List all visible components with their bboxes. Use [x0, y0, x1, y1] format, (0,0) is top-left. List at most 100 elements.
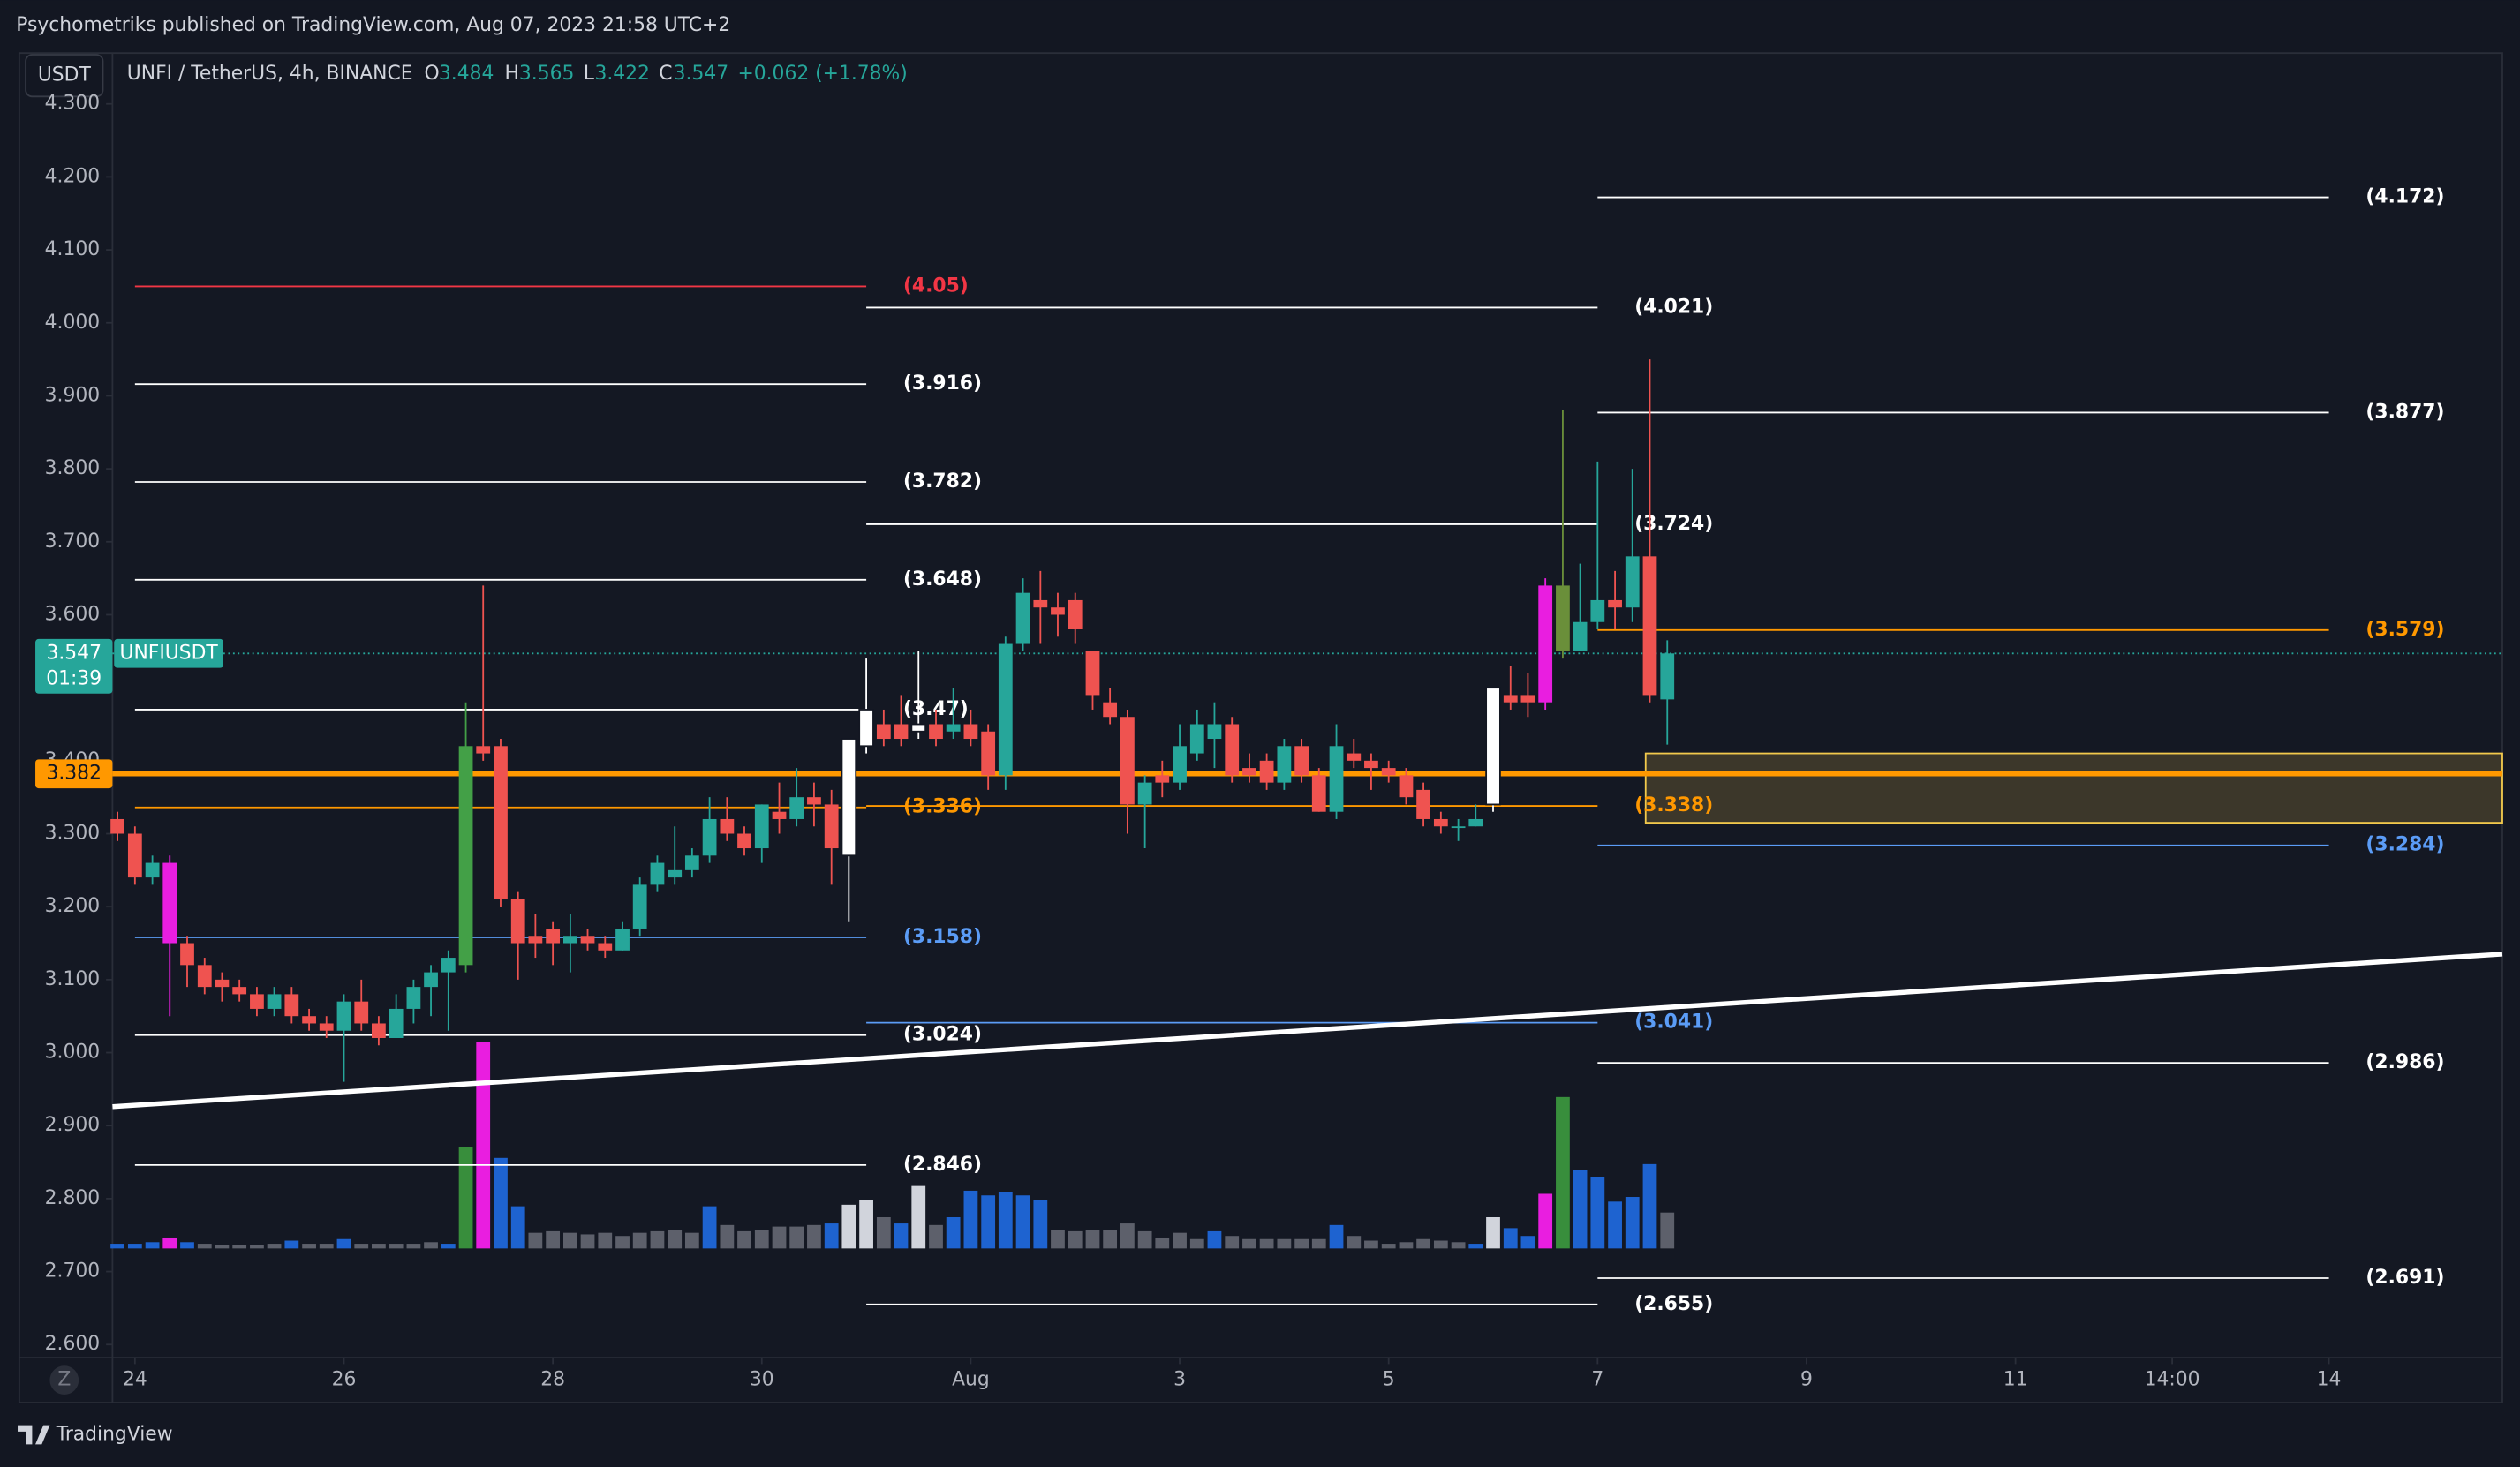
candle-body — [215, 979, 230, 988]
volume-bar — [424, 1242, 438, 1249]
candle-body — [424, 972, 438, 988]
candle-body — [1155, 775, 1170, 783]
volume-bar — [162, 1237, 177, 1249]
volume-bar — [807, 1224, 821, 1249]
volume-bar — [632, 1232, 647, 1249]
candle-body — [232, 987, 247, 995]
x-tick-label: 3 — [1173, 1369, 1186, 1391]
volume-bar — [1015, 1195, 1030, 1249]
y-tick-label: 4.300 — [45, 93, 100, 115]
x-tick-label: 7 — [1591, 1369, 1603, 1391]
symbol: UNFI / TetherUS, 4h, BINANCE — [127, 63, 413, 85]
candle-body — [1120, 717, 1135, 805]
candle-body — [1033, 599, 1048, 608]
volume-bar — [267, 1244, 282, 1249]
volume-bar — [1259, 1238, 1274, 1249]
candle-body — [284, 994, 299, 1017]
timezone-label[interactable]: Z — [57, 1369, 71, 1391]
symbol-badge — [114, 638, 224, 668]
volume-bar — [876, 1216, 891, 1249]
timezone-button[interactable] — [49, 1365, 79, 1395]
candle-body — [1137, 782, 1152, 805]
candle-body — [1590, 599, 1605, 622]
level-label: (2.691) — [2365, 1267, 2444, 1289]
volume-bar — [1660, 1212, 1675, 1249]
volume-bar — [1573, 1170, 1588, 1249]
volume-bar — [1085, 1230, 1100, 1249]
candle-body — [1277, 746, 1292, 783]
volume-bar — [110, 1244, 124, 1249]
volume-bar — [476, 1042, 491, 1249]
candle-body — [981, 731, 996, 776]
candle-body — [998, 643, 1013, 776]
candle-body — [162, 862, 177, 944]
volume-bar — [1329, 1224, 1344, 1249]
volume-bar — [563, 1232, 577, 1249]
candle-body — [650, 862, 665, 885]
candle-body — [1085, 651, 1100, 696]
volume-bar — [1556, 1096, 1570, 1249]
candle-body — [772, 811, 787, 819]
level-label: (3.579) — [2365, 619, 2444, 641]
volume-bar — [1399, 1242, 1414, 1249]
candle-body — [389, 1008, 404, 1039]
level-label: (3.336) — [903, 796, 982, 818]
candle-body — [1189, 724, 1204, 754]
x-tick-label: 30 — [750, 1369, 774, 1391]
y-tick-label: 3.700 — [45, 530, 100, 553]
level-label: (4.021) — [1634, 296, 1713, 318]
ohlc-label: C — [659, 63, 672, 85]
symbol-label: UNFIUSDT — [119, 642, 218, 664]
candle-body — [1381, 768, 1396, 776]
y-tick-label: 3.200 — [45, 895, 100, 917]
candle-body — [754, 804, 769, 849]
volume-bar — [859, 1200, 873, 1249]
candle-body — [1173, 746, 1187, 783]
volume-bar — [894, 1223, 909, 1249]
volume-bar — [1189, 1238, 1204, 1249]
candle-body — [632, 884, 647, 929]
volume-bar — [1033, 1200, 1048, 1249]
candle-body — [180, 943, 194, 966]
hline-badge — [35, 759, 113, 789]
volume-bar — [494, 1157, 508, 1249]
x-tick-label: 24 — [123, 1369, 147, 1391]
volume-bar — [963, 1190, 978, 1249]
candle-body — [580, 936, 595, 944]
candle-body — [319, 1023, 334, 1031]
y-tick-label: 3.300 — [45, 823, 100, 845]
volume-bar — [1051, 1230, 1065, 1249]
candle-body — [841, 738, 857, 857]
y-tick-label: 4.000 — [45, 312, 100, 334]
level-label: (2.846) — [903, 1154, 982, 1176]
volume-bar — [1416, 1238, 1430, 1249]
candle-body — [1625, 556, 1640, 608]
ohlc-label: L — [584, 63, 595, 85]
candle-body — [441, 958, 456, 973]
volume-bar — [1364, 1240, 1378, 1249]
currency-label[interactable]: USDT — [38, 64, 92, 87]
candle-body — [1608, 599, 1622, 608]
volume-bar — [546, 1230, 561, 1249]
candle-body — [494, 746, 508, 899]
y-tick-label: 2.900 — [45, 1114, 100, 1136]
last-price-badge — [35, 638, 113, 694]
currency-button[interactable] — [25, 54, 104, 98]
candle-body — [1468, 818, 1483, 827]
volume-bar — [284, 1240, 299, 1249]
candle-body — [1642, 556, 1657, 696]
volume-bar — [458, 1147, 473, 1249]
volume-bar — [1625, 1197, 1640, 1249]
candle-body — [807, 797, 821, 805]
candle-body — [894, 724, 909, 740]
level-label: (3.724) — [1634, 513, 1713, 535]
candle-body — [1242, 768, 1256, 776]
ohlc-value: 3.422 — [594, 63, 650, 85]
level-label: (3.158) — [903, 926, 982, 948]
volume-bar — [127, 1244, 142, 1249]
y-tick-label: 3.800 — [45, 457, 100, 479]
candle-body — [1347, 753, 1362, 761]
volume-bar — [946, 1216, 961, 1249]
candle-body — [1573, 621, 1588, 651]
volume-bar — [580, 1234, 595, 1249]
